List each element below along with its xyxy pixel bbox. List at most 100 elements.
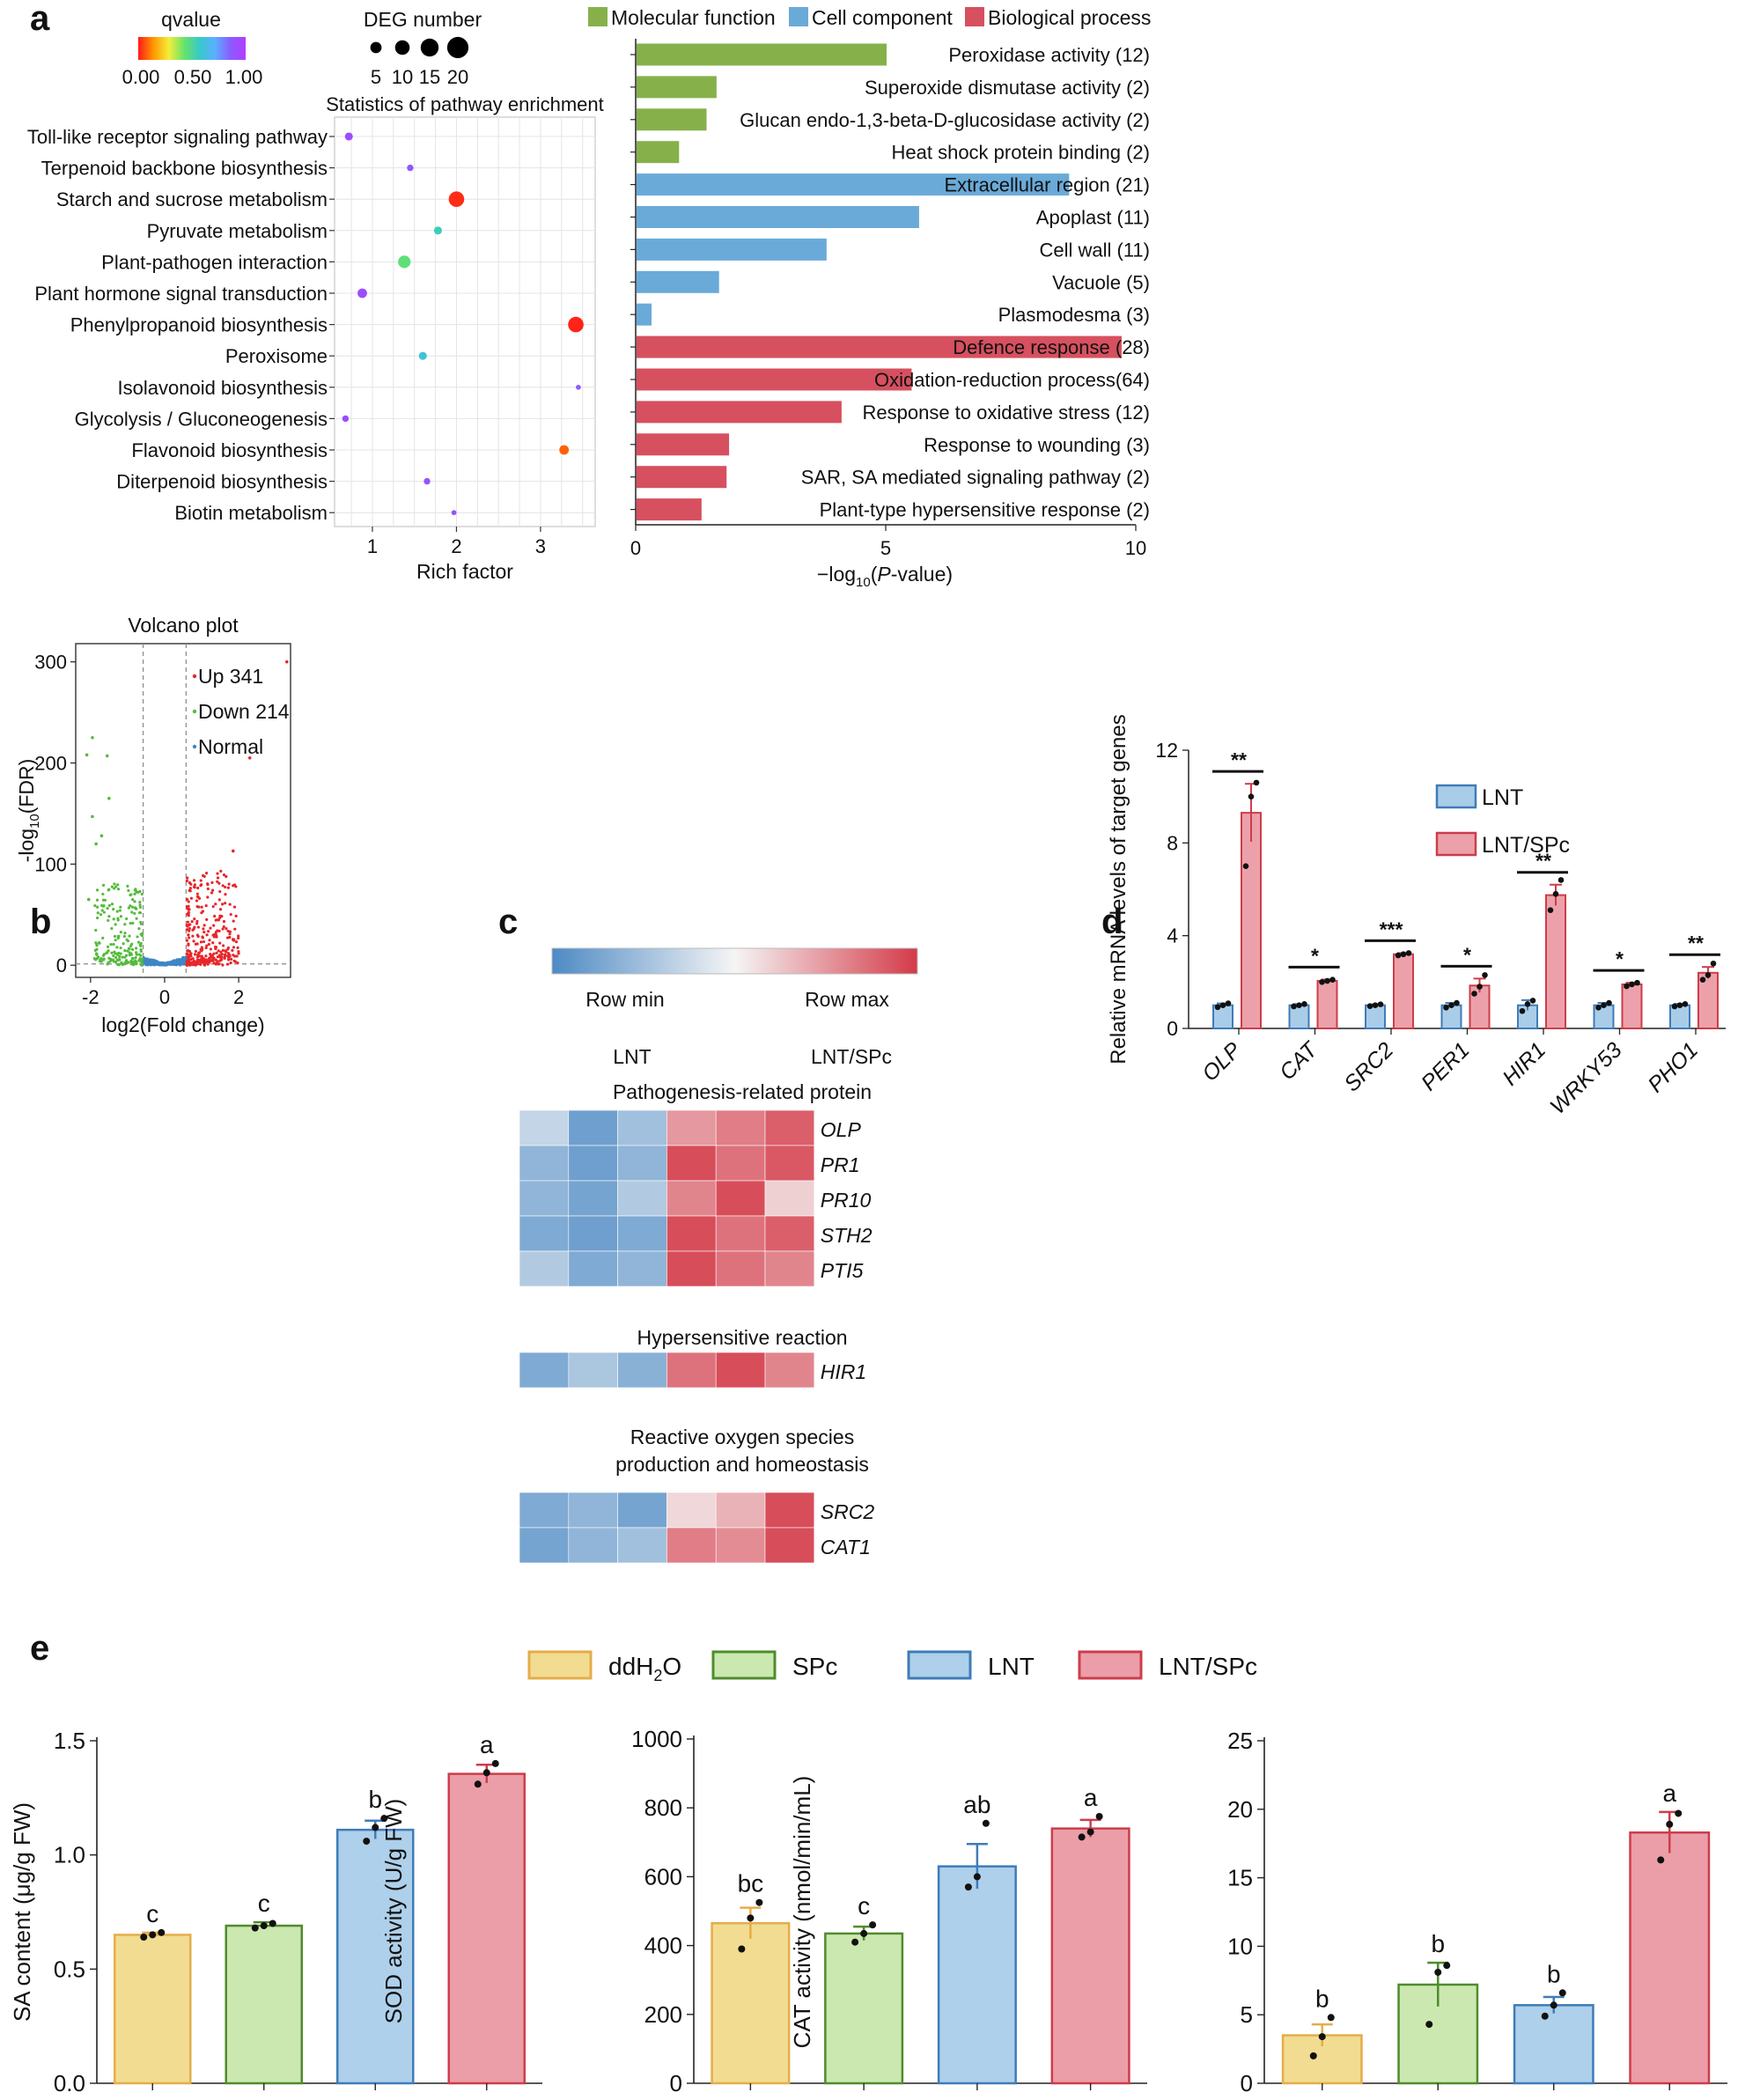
volcano-point-down: [135, 947, 138, 950]
volcano-point-down: [135, 917, 138, 920]
volcano-point-up: [217, 881, 221, 885]
qpcr-point: [1296, 1002, 1302, 1008]
heatmap-cell: [568, 1109, 618, 1146]
e_sa-point: [363, 1838, 371, 1846]
bubble-point: [342, 415, 350, 423]
go-bar: [637, 368, 912, 391]
volcano-point-up: [211, 959, 215, 962]
e_cat-point: [1666, 1820, 1674, 1828]
qpcr-ytick-label: 8: [1167, 831, 1178, 854]
qpcr-point: [1699, 976, 1706, 983]
volcano-point-down: [95, 888, 99, 892]
volcano-point-down: [96, 911, 99, 915]
qpcr-ytick-label: 12: [1155, 739, 1178, 762]
e_sod-ytick-label: 600: [644, 1863, 682, 1890]
volcano-point-down: [122, 942, 125, 946]
volcano-point-down: [107, 915, 111, 918]
heatmap-cell: [666, 1352, 717, 1389]
qpcr-point: [1329, 976, 1336, 983]
e_sa-ytick-label: 1.5: [54, 1728, 85, 1754]
e_sa-point: [482, 1769, 490, 1777]
go-bar-label: Defence response (28): [953, 336, 1150, 358]
go-bar: [637, 108, 707, 131]
volcano-point-up: [209, 954, 213, 958]
volcano-point-down: [116, 917, 120, 920]
deg-legend-bubble: [394, 40, 410, 55]
volcano-point-up: [226, 886, 231, 889]
e_sod-point: [738, 1945, 746, 1953]
volcano-point-down: [107, 888, 110, 892]
volcano-point-up: [215, 951, 218, 954]
qpcr-point: [1400, 951, 1407, 958]
volcano-point-down: [126, 949, 129, 953]
e-legend-swatch: [907, 1650, 972, 1680]
volcano-point-up: [218, 908, 223, 911]
e_cat-point: [1550, 2001, 1557, 2009]
bubble-point: [407, 164, 414, 172]
heatmap-cell: [617, 1145, 667, 1182]
volcano-frame: [75, 643, 291, 978]
volcano-point-up: [203, 931, 206, 934]
e_cat-point: [1541, 2012, 1549, 2020]
volcano-point-outlier: [105, 754, 109, 758]
qpcr-point: [1405, 950, 1412, 956]
e_sod-ytick-label: 0: [670, 2070, 682, 2096]
volcano-point-up: [186, 949, 189, 953]
e_sa-ylabel: SA content (μg/g FW): [9, 1802, 35, 2022]
volcano-point-up: [187, 933, 190, 937]
volcano-point-down: [134, 959, 137, 962]
volcano-legend-dot: [192, 709, 197, 714]
volcano-point-down: [97, 940, 101, 945]
qpcr-sig-label: *: [1463, 943, 1471, 966]
e_sod-bar: [1050, 1827, 1130, 2085]
volcano-ytick-label: 100: [34, 853, 67, 875]
e_sa-point: [380, 1815, 388, 1823]
qpcr-point: [1225, 1000, 1232, 1006]
volcano-point-down: [117, 963, 121, 967]
heatmap-row-label: PR10: [821, 1189, 872, 1212]
volcano-point-down: [94, 941, 98, 945]
volcano-point-down: [137, 927, 141, 931]
volcano-point-down: [137, 910, 142, 915]
volcano-point-up: [207, 942, 210, 947]
go-bar: [637, 303, 652, 326]
volcano-legend-label: Down 214: [198, 700, 290, 723]
bubble-row-label: Pyruvate metabolism: [147, 220, 328, 242]
volcano-point-down: [113, 882, 116, 886]
volcano-point-normal: [151, 958, 154, 962]
volcano-point-up: [223, 955, 226, 960]
heatmap-cell: [764, 1492, 815, 1529]
qpcr-point: [1377, 1001, 1384, 1007]
e_cat-point: [1675, 1809, 1683, 1817]
volcano-point-normal: [161, 962, 165, 965]
bubble-title: Statistics of pathway enrichment: [326, 93, 603, 115]
volcano-point-up: [197, 951, 202, 954]
e-legend-label: LNT/SPc: [1159, 1653, 1257, 1680]
e_sa-point: [260, 1922, 268, 1930]
heatmap-cell: [568, 1250, 618, 1287]
volcano-legend-dot: [192, 674, 197, 679]
e_sod-ylabel: SOD activity (U/g FW): [380, 1799, 407, 2024]
panel-letter-a: a: [30, 0, 50, 38]
volcano-xtick-label: 0: [159, 986, 170, 1008]
volcano-point-down: [114, 960, 118, 964]
panel-letter-c: c: [498, 903, 518, 941]
volcano-xtick-label: 2: [233, 986, 244, 1008]
volcano-point-down: [96, 905, 99, 909]
volcano-point-down: [113, 934, 117, 939]
bubble-row-label: Biotin metabolism: [174, 502, 328, 524]
qpcr-ytick-label: 0: [1167, 1017, 1178, 1040]
volcano-point-up: [230, 957, 233, 962]
volcano-point-normal: [178, 962, 181, 966]
volcano-point-normal: [174, 962, 178, 965]
volcano-point-down: [123, 948, 127, 953]
deg-legend-bubble: [370, 41, 382, 54]
volcano-point-down: [138, 900, 142, 904]
volcano-point-normal: [154, 960, 158, 963]
volcano-point-down: [139, 920, 143, 925]
volcano-point-down: [93, 904, 97, 908]
volcano-point-up: [186, 897, 189, 902]
deg-legend-label: 5: [371, 66, 381, 88]
panel-letter-b: b: [30, 903, 51, 941]
